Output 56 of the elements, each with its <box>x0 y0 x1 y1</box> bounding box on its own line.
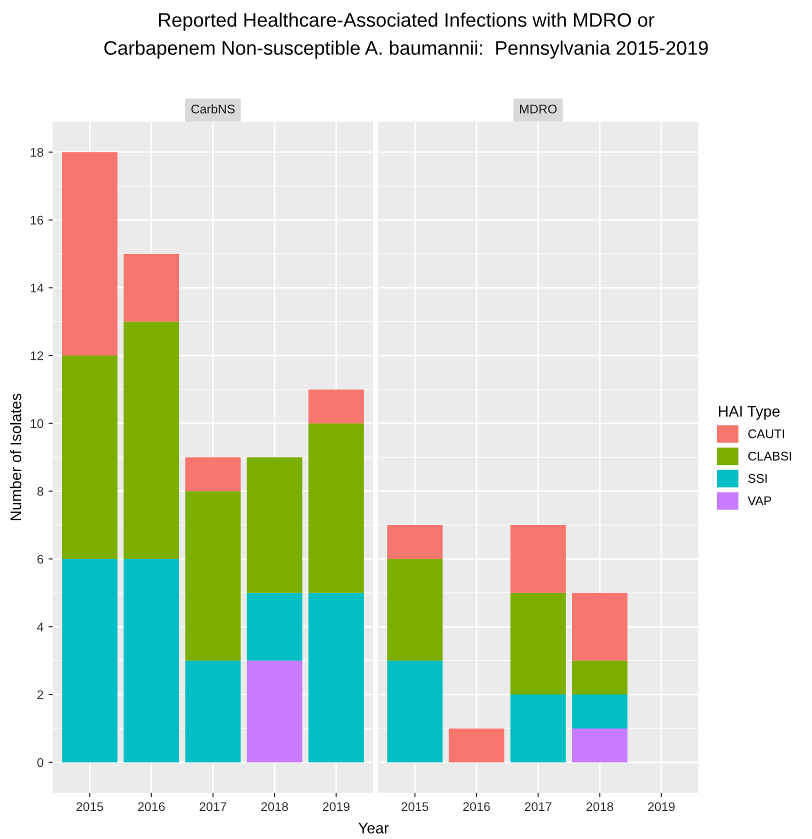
y-tick-label: 8 <box>37 486 44 496</box>
x-tick-label: 2018 <box>586 802 614 812</box>
bar <box>510 592 566 695</box>
bar <box>387 660 443 762</box>
bar <box>185 491 241 661</box>
bar <box>185 457 241 492</box>
chart-subtitle: MDRO <box>520 104 557 114</box>
x-tick-label: 2015 <box>402 802 428 812</box>
bar <box>572 592 628 661</box>
bar <box>246 660 302 762</box>
y-tick-label: 16 <box>30 216 44 225</box>
bar <box>572 728 628 762</box>
chart-title: Reported Healthcare-Associated Infections with MDRO or Carbapenem Non-susceptible A. baumannii: Pennsylvania 2015-2019 <box>104 12 708 59</box>
bar <box>185 660 241 762</box>
y-tick-label: 14 <box>30 284 44 292</box>
y-tick-label: 0 <box>37 758 44 767</box>
legend-label: CAUTI <box>748 429 784 438</box>
bar <box>510 525 566 593</box>
x-tick-label: 2019 <box>322 802 350 812</box>
bar <box>387 558 443 661</box>
bar <box>246 457 302 593</box>
x-tick-label: 2016 <box>463 802 490 812</box>
x-axis-title: Year <box>358 822 389 834</box>
x-tick-label: 2018 <box>261 802 288 812</box>
legend-label: SSI <box>748 474 767 483</box>
y-tick-label: 2 <box>37 690 44 700</box>
bar <box>448 728 504 762</box>
bar <box>308 389 364 424</box>
bar <box>308 423 364 593</box>
x-tick-label: 2015 <box>76 802 104 812</box>
bar <box>62 558 118 762</box>
bar <box>124 254 180 322</box>
bar <box>62 152 118 356</box>
x-tick-label: 2016 <box>138 802 165 812</box>
chart-subtitle: CarbNS <box>191 104 235 114</box>
bar <box>246 592 302 661</box>
bar <box>124 322 180 559</box>
y-axis-title: Number of Isolates <box>10 394 22 520</box>
x-tick-label: 2017 <box>200 802 226 812</box>
bar <box>510 694 566 762</box>
y-tick-label: 18 <box>30 148 44 157</box>
bar <box>308 592 364 762</box>
bar <box>572 694 628 728</box>
y-tick-label: 6 <box>37 554 44 564</box>
x-tick-label: 2019 <box>648 802 675 812</box>
bar <box>387 525 443 559</box>
bar <box>124 558 180 762</box>
legend-label: CLABSI <box>748 452 791 461</box>
bar <box>62 356 118 559</box>
x-tick-label: 2017 <box>524 802 552 812</box>
legend-title: HAI Type <box>718 406 780 420</box>
legend-label: VAP <box>748 496 772 506</box>
bar <box>572 660 628 695</box>
y-tick-label: 12 <box>30 351 44 360</box>
y-tick-label: 10 <box>30 419 44 428</box>
y-tick-label: 4 <box>37 622 44 632</box>
